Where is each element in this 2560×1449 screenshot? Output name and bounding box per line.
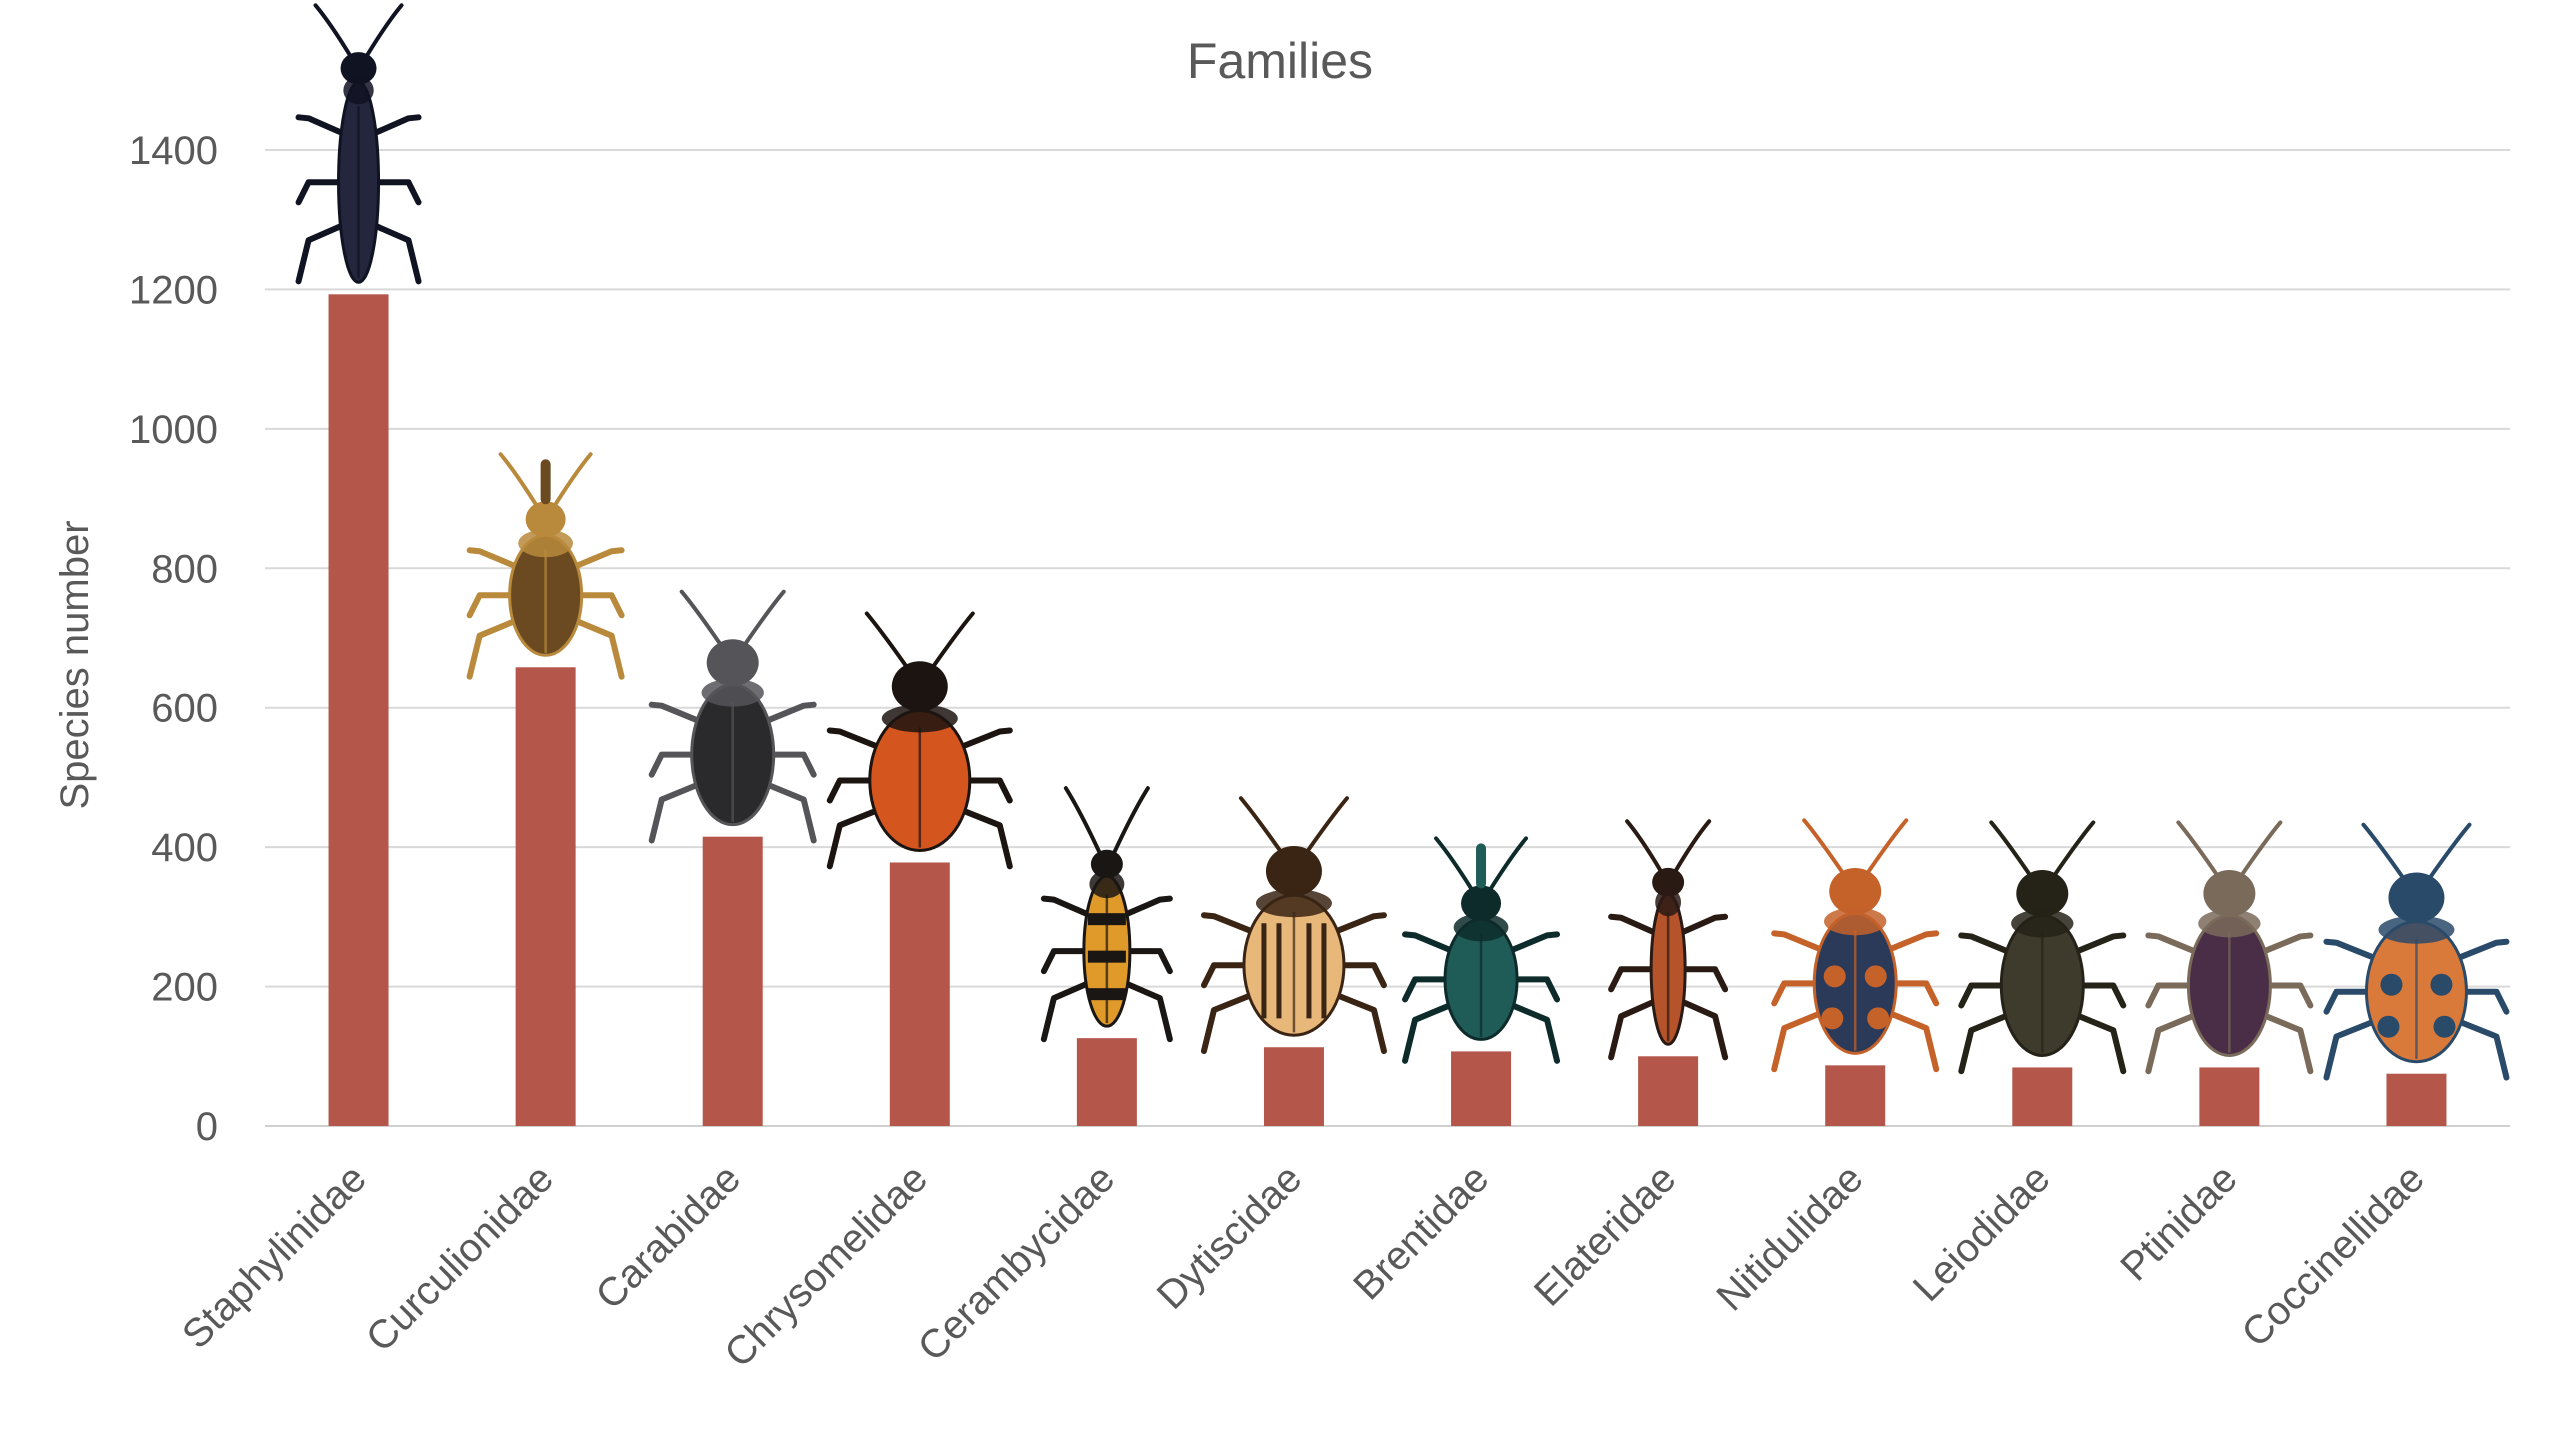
bar-nitidulidae xyxy=(1825,1065,1886,1126)
x-tick-label: Cerambycidae xyxy=(910,1156,1123,1369)
rove-beetle-icon xyxy=(295,3,422,285)
bar-leiodidae xyxy=(2012,1067,2073,1126)
y-tick-label: 1400 xyxy=(129,129,218,173)
y-tick-label: 1200 xyxy=(129,268,218,312)
x-tick-label: Brentidae xyxy=(1345,1156,1497,1308)
x-tick-label: Curculionidae xyxy=(358,1156,562,1360)
leaf-beetle-icon xyxy=(826,611,1013,870)
insect-illustrations xyxy=(295,3,2510,1081)
round-fungus-beetle-icon xyxy=(1958,820,2127,1075)
y-tick-label: 1000 xyxy=(129,408,218,452)
y-tick-label: 0 xyxy=(196,1105,218,1149)
longhorn-beetle-icon xyxy=(1040,786,1173,1043)
gridlines xyxy=(265,149,2510,1127)
bar-ptinidae xyxy=(2199,1067,2260,1126)
x-tick-label: Leiodidae xyxy=(1905,1156,2059,1310)
spider-beetle-icon xyxy=(2145,820,2314,1075)
click-beetle-icon xyxy=(1608,819,1729,1061)
chart-title: Families xyxy=(1187,33,1373,89)
y-tick-label: 800 xyxy=(151,547,218,591)
bar-coccinellidae xyxy=(2386,1073,2447,1126)
bars xyxy=(328,294,2447,1126)
y-tick-label: 200 xyxy=(151,966,218,1010)
bar-carabidae xyxy=(702,836,763,1126)
bar-cerambycidae xyxy=(1076,1038,1137,1126)
y-tick-label: 400 xyxy=(151,826,218,870)
straight-snouted-weevil-icon xyxy=(1402,836,1561,1064)
x-tick-label: Nitidulidae xyxy=(1708,1156,1871,1319)
x-tick-label: Elateridae xyxy=(1526,1156,1684,1314)
ground-beetle-icon xyxy=(648,589,817,844)
x-tick-label: Staphylinidae xyxy=(174,1156,375,1357)
diving-beetle-icon xyxy=(1200,796,1387,1055)
bar-staphylinidae xyxy=(328,294,389,1126)
y-axis-label: Species number xyxy=(53,520,97,809)
x-tick-label: Chrysomelidae xyxy=(716,1156,936,1376)
x-tick-label: Coccinellidae xyxy=(2233,1156,2432,1355)
bar-curculionidae xyxy=(515,667,576,1126)
bar-elateridae xyxy=(1638,1056,1699,1126)
bar-chrysomelidae xyxy=(889,862,950,1126)
sap-beetle-icon xyxy=(1771,818,1940,1073)
bar-dytiscidae xyxy=(1263,1047,1324,1126)
x-tick-label: Carabidae xyxy=(587,1156,749,1318)
weevil-icon xyxy=(466,452,625,680)
y-tick-labels: 0 200 400 600 800 1000 1200 1400 xyxy=(129,129,218,1149)
y-tick-label: 600 xyxy=(151,687,218,731)
x-tick-label: Dytiscidae xyxy=(1149,1156,1311,1318)
bar-brentidae xyxy=(1451,1051,1512,1126)
x-tick-label: Ptinidae xyxy=(2112,1156,2245,1289)
ladybird-icon xyxy=(2323,822,2510,1081)
